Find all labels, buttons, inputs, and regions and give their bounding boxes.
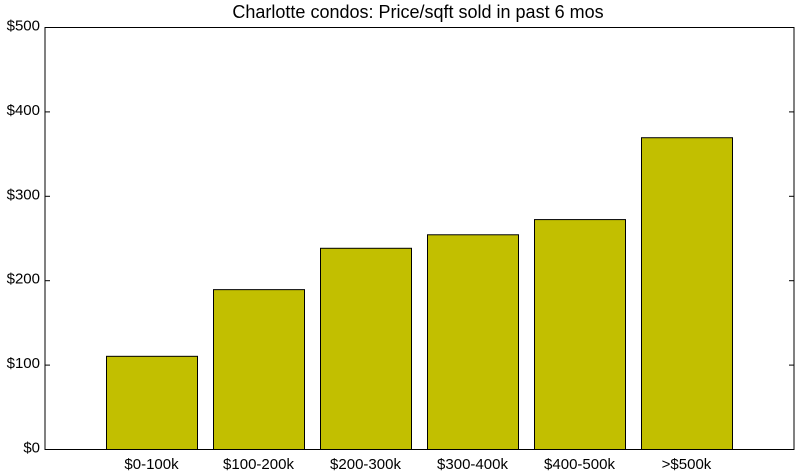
x-axis: $0-100k $100-200k $200-300k $300-400k $400-5… [124,456,711,473]
y-axis: $0 $100 $200 $300 $400 $500 [7,17,794,456]
bar-2 [213,289,305,451]
chart-title: Charlotte condos: Price/sqft sold in pas… [232,2,603,22]
bar-4 [427,234,519,450]
x-tick-label: $300-400k [437,456,508,473]
bar-5 [534,219,626,450]
plot-frame [44,27,795,450]
x-tick-label: $100-200k [223,456,294,473]
bar-3 [320,247,412,450]
bar-6 [641,137,733,450]
y-tick-label: $200 [7,271,40,288]
y-tick-label: $400 [7,102,40,119]
y-tick-label: $0 [23,439,40,456]
bars-layer [106,137,733,451]
y-tick-label: $300 [7,186,40,203]
x-tick-label: >$500k [662,456,712,473]
x-tick-label: $0-100k [124,456,179,473]
y-tick-label: $100 [7,355,40,372]
x-tick-label: $400-500k [544,456,615,473]
bar-1 [106,355,198,451]
y-tick-label: $500 [7,17,40,34]
x-tick-label: $200-300k [330,456,401,473]
